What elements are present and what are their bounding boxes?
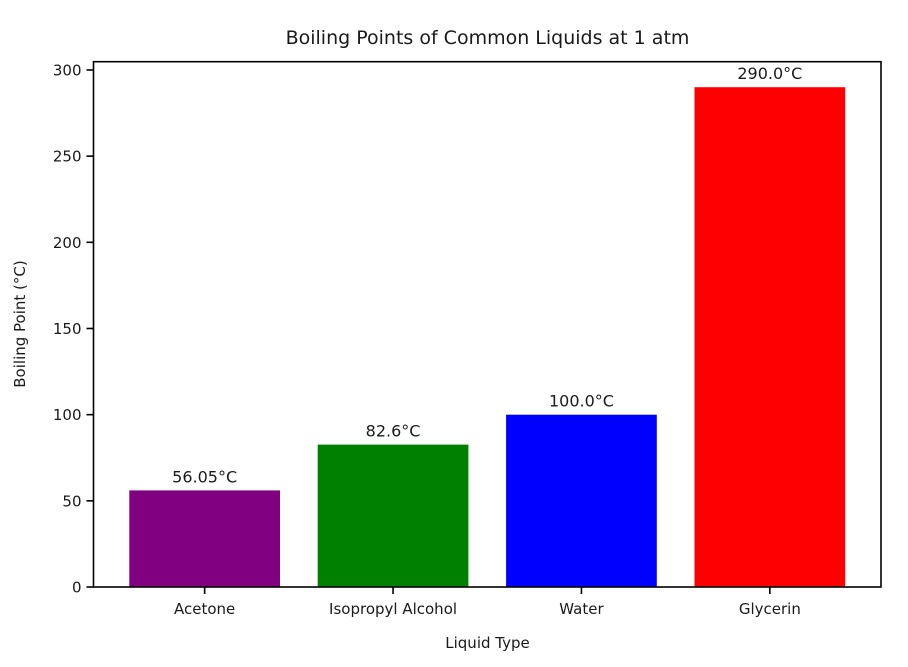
x-tick-label-water: Water (559, 600, 604, 618)
x-tick-label-isopropyl-alcohol: Isopropyl Alcohol (329, 600, 457, 618)
x-tick-label-acetone: Acetone (174, 600, 235, 618)
bar-glycerin (694, 87, 846, 587)
y-tick-label: 200 (53, 234, 82, 252)
y-tick-label: 150 (53, 320, 82, 338)
bar-acetone (129, 490, 280, 587)
y-axis-title: Boiling Point (°C) (11, 260, 29, 388)
value-label-acetone: 56.05°C (172, 467, 237, 486)
value-label-glycerin: 290.0°C (737, 64, 802, 83)
y-tick-label: 250 (53, 148, 82, 166)
x-tick-label-glycerin: Glycerin (739, 600, 801, 618)
chart-title: Boiling Points of Common Liquids at 1 at… (285, 27, 690, 49)
x-axis-title: Liquid Type (445, 634, 530, 652)
bar-isopropyl-alcohol (317, 444, 469, 587)
axes-frame (92, 60, 882, 588)
value-label-water: 100.0°C (549, 392, 614, 411)
y-tick-label: 300 (53, 61, 82, 79)
bar-water (506, 414, 657, 587)
y-tick-label: 0 (72, 579, 82, 597)
y-tick-label: 50 (62, 492, 81, 510)
value-label-isopropyl-alcohol: 82.6°C (366, 422, 421, 441)
y-tick-label: 100 (53, 406, 82, 424)
